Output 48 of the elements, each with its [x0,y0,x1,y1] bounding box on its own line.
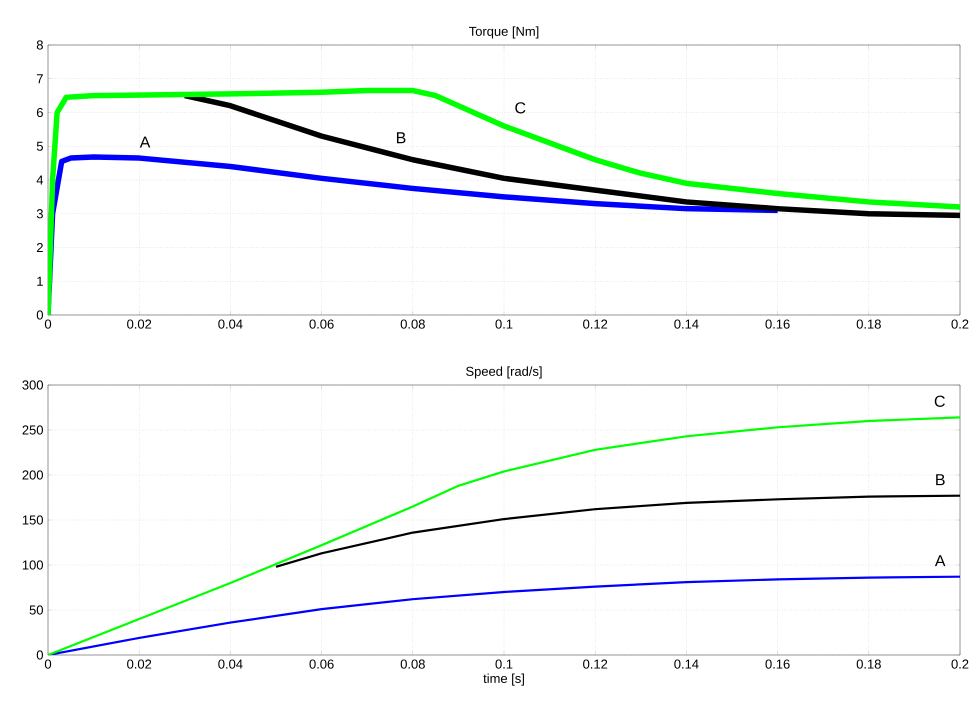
y-tick-label: 250 [22,425,43,435]
x-tick-label: 0.08 [400,660,425,669]
y-tick-label: 50 [30,605,43,615]
x-tick-label: 0.08 [400,320,425,329]
y-tick-label: 5 [36,142,43,151]
x-tick-label: 0.12 [583,320,608,329]
x-tick-label: 0.2 [952,660,968,669]
y-tick-label: 3 [36,209,43,218]
y-tick-label: 0 [36,310,43,320]
x-tick-label: 0.02 [127,660,152,669]
x-tick-label: 0.2 [952,320,968,329]
y-tick-label: 150 [22,515,43,525]
x-tick-label: 0.14 [674,660,699,669]
x-tick-label: 0.12 [583,660,608,669]
x-tick-label: 0.1 [496,660,512,669]
x-axis-title: time [s] [483,674,524,686]
x-tick-label: 0.18 [856,320,881,329]
line-series [48,416,960,655]
x-tick-label: 0.02 [127,320,152,329]
y-tick-label: 6 [36,108,43,118]
x-tick-label: 0.14 [674,320,699,329]
y-tick-label: 8 [36,40,43,50]
y-tick-label: 200 [22,470,43,480]
y-tick-label: 4 [36,176,44,184]
x-tick-label: 0.16 [766,320,790,329]
x-tick-label: 0.06 [310,660,334,669]
series-label: A [934,555,946,566]
y-tick-label: 0 [36,650,43,660]
x-tick-label: 0.06 [310,320,334,329]
series-label: A [140,136,150,148]
x-tick-label: 0.04 [218,660,243,669]
series-label: B [936,474,945,486]
x-tick-label: 0 [44,320,52,329]
series-label: C [515,102,526,114]
y-tick-label: 300 [22,380,43,390]
y-tick-label: 2 [36,242,43,252]
series-label: B [396,132,406,144]
y-tick-label: 100 [22,560,43,570]
y-tick-label: 1 [37,276,43,286]
y-tick-label: 7 [36,74,43,84]
x-tick-label: 0 [44,660,52,669]
x-tick-label: 0.04 [218,320,243,329]
x-tick-label: 0.1 [496,320,512,329]
x-tick-label: 0.18 [856,660,881,669]
chart-title: Torque [Nm] [469,26,538,38]
series-label: C [934,396,945,407]
chart-title: Speed [rad/s] [466,366,542,378]
x-tick-label: 0.16 [766,660,790,669]
